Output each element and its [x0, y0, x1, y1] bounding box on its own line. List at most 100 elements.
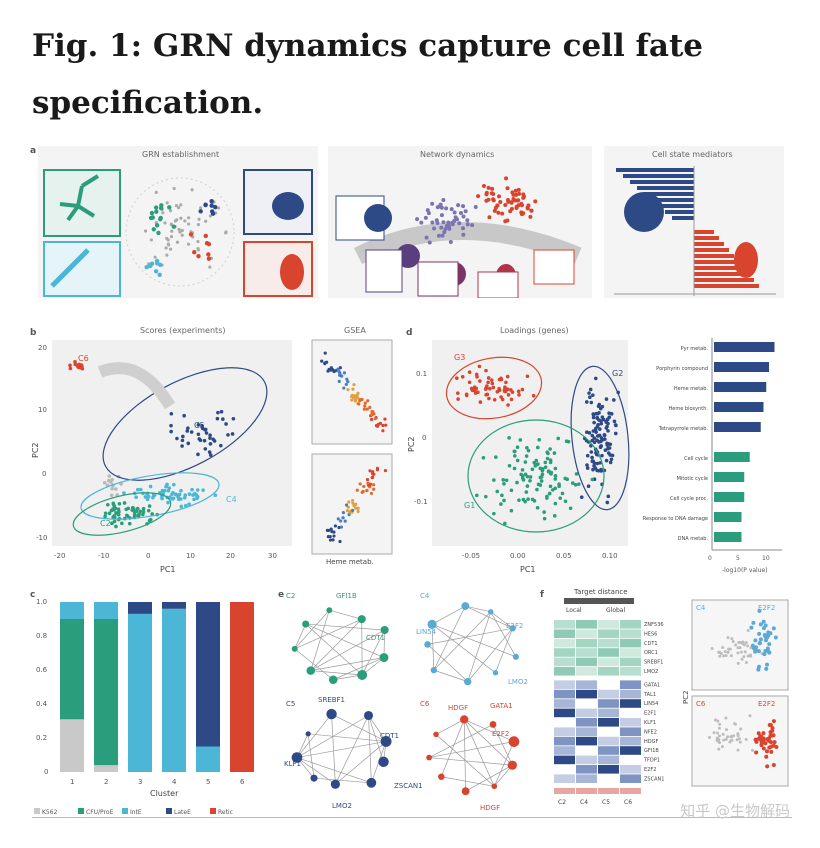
loading-point [486, 380, 490, 385]
score-point [146, 494, 151, 499]
heatmap-cell [554, 708, 575, 718]
net-cdt1-label: CDT1 [366, 634, 385, 642]
pca-point [742, 643, 746, 647]
comp-xtick: 6 [240, 778, 245, 786]
loading-point [509, 388, 513, 392]
score-xtick-5: 20 [226, 552, 235, 560]
pca-point [721, 646, 725, 650]
network-node [357, 670, 368, 680]
network-node [504, 176, 509, 181]
network-node [326, 607, 333, 614]
network-node [380, 735, 392, 747]
network-node [533, 199, 538, 204]
loading-point [598, 406, 603, 411]
score-point [109, 508, 114, 513]
loading-point [587, 391, 591, 395]
comp-ytick-5: 0.2 [36, 734, 47, 742]
enrich-xtick-1: 0 [708, 555, 712, 562]
score-point [107, 474, 112, 478]
network-node [514, 192, 519, 197]
loadings-pca-plot: G3 G2 G1 -0.05 0.00 0.05 0.10 0.1 0 -0.1… [407, 340, 630, 574]
loading-point [484, 368, 488, 373]
score-point [198, 438, 203, 443]
loading-point [600, 437, 605, 442]
heatmap-cell [598, 708, 619, 718]
score-point [114, 487, 118, 491]
loading-point [613, 431, 618, 436]
score-point [146, 508, 151, 513]
loading-point [548, 460, 553, 465]
figure-title: Fig. 1: GRN dynamics capture cell fate s… [32, 28, 703, 121]
network-node [179, 203, 183, 207]
loading-point [553, 501, 558, 506]
loading-point [604, 458, 609, 463]
network-edge [305, 623, 385, 658]
score-point [196, 432, 201, 437]
loading-point [505, 374, 510, 379]
network-edge [431, 624, 435, 671]
network-node [458, 211, 463, 216]
pca-point [718, 741, 722, 745]
net-e2f2b-label: E2F2 [492, 730, 509, 738]
heatmap-cell [576, 746, 597, 755]
score-point [186, 426, 190, 430]
stacked-bar-segment [94, 619, 118, 766]
net-hdgf-label: HDGF [448, 704, 468, 712]
pca-point [736, 651, 740, 655]
network-node [204, 219, 208, 223]
cell-state-mediators-title: Cell state mediators [652, 150, 733, 159]
loading-point [509, 397, 514, 402]
pca-point [761, 731, 766, 736]
network-node [176, 205, 181, 210]
loading-point [469, 386, 474, 391]
network-node [457, 221, 462, 226]
loadings-title: Loadings (genes) [500, 326, 569, 335]
loading-point [590, 477, 595, 482]
network-edge [431, 605, 466, 625]
network-edge [294, 618, 362, 650]
network-edge [464, 719, 515, 742]
network-node [424, 235, 429, 240]
loading-point [579, 495, 584, 500]
loading-point [604, 426, 609, 430]
loading-point [504, 478, 509, 483]
network-node [171, 224, 177, 229]
loading-point [532, 460, 537, 465]
network-node [460, 715, 469, 724]
enrich-xtick-2: 5 [736, 555, 740, 562]
gsea-point [329, 527, 333, 531]
enrich-xlabel: -log10(P value) [722, 567, 768, 574]
loading-point [475, 493, 479, 498]
pca-point [730, 637, 734, 641]
loading-point [528, 478, 532, 483]
network-node [199, 206, 203, 210]
score-point [169, 429, 173, 434]
score-point [127, 521, 132, 526]
score-point [196, 452, 200, 457]
panel-a-network-dynamics: Network dynamics [328, 146, 592, 298]
pca-point [746, 629, 750, 633]
network-node [521, 211, 526, 216]
network-node [425, 208, 430, 213]
score-point [167, 486, 172, 490]
pca-point [724, 728, 728, 732]
score-point [114, 511, 118, 515]
pca-point [758, 637, 763, 642]
network-edge [361, 629, 385, 676]
heatmap-cell [620, 736, 641, 746]
gsea-point [341, 511, 346, 515]
pca-point [774, 745, 779, 750]
loading-point [464, 393, 469, 398]
loading-point [592, 436, 597, 440]
pca-point [722, 654, 726, 658]
score-point [203, 427, 208, 432]
mediator-bar [672, 216, 694, 220]
network-node [158, 215, 163, 221]
heatmap-cell [576, 699, 597, 708]
network-node [144, 265, 149, 270]
network-node [415, 217, 420, 222]
score-point [215, 416, 220, 421]
score-point [120, 521, 124, 526]
panel-a-grn-establishment: GRN establishment [38, 146, 318, 298]
loading-point [505, 387, 510, 392]
